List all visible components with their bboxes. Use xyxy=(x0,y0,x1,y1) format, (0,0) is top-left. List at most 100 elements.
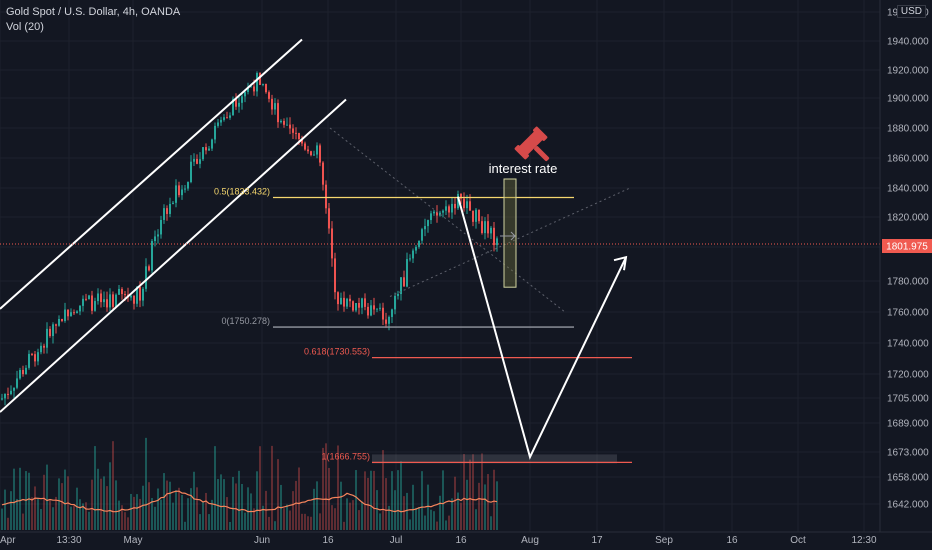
candle-body xyxy=(76,311,78,314)
candle-body xyxy=(1,398,3,400)
price-tick-label: 1673.000 xyxy=(887,448,929,459)
volume-bar xyxy=(232,476,234,530)
volume-bar xyxy=(316,481,318,530)
volume-bar xyxy=(358,510,360,530)
currency-button[interactable]: USD xyxy=(896,5,926,18)
candle-body xyxy=(250,86,252,88)
channel-lower-line[interactable] xyxy=(0,98,347,413)
volume-indicator-label[interactable]: Vol (20) xyxy=(6,21,44,33)
volume-bar xyxy=(301,513,303,530)
volume-bar xyxy=(241,484,243,530)
candle-body xyxy=(163,208,165,220)
candle-body xyxy=(175,185,177,203)
time-tick-label: 16 xyxy=(322,535,334,546)
volume-bar xyxy=(82,503,84,530)
volume-bar xyxy=(43,474,45,530)
volume-bar xyxy=(151,497,153,530)
candle-body xyxy=(349,298,351,302)
candle-body xyxy=(196,158,198,164)
candle-body xyxy=(193,158,195,162)
volume-bar xyxy=(52,507,54,530)
volume-bar xyxy=(220,474,222,530)
candle-body xyxy=(286,124,288,126)
candle-body xyxy=(271,98,273,110)
candle-body xyxy=(319,145,321,163)
volume-bar xyxy=(217,479,219,530)
volume-bar xyxy=(304,513,306,530)
time-axis[interactable]: Apr 13:30 May Jun 16 Jul 16 Aug 17 Sep 16 Oct 12:30 xyxy=(0,535,877,546)
price-tick-label: 1860.000 xyxy=(887,154,929,165)
volume-bar xyxy=(40,508,42,530)
candle-body xyxy=(208,148,210,151)
drawings[interactable]: 0.5(1833.432) 0(1750.278) 0.618(1730.553) 1… xyxy=(0,38,880,464)
candle-body xyxy=(67,309,69,317)
candle-body xyxy=(325,184,327,209)
candle-body xyxy=(226,117,228,119)
volume-bar xyxy=(478,482,480,530)
trend-extension-line xyxy=(389,187,631,297)
current-price-text: 1801.975 xyxy=(886,242,928,253)
volume-bar xyxy=(49,500,51,530)
fib-zone-rect xyxy=(372,454,617,464)
volume-bar xyxy=(415,507,417,530)
volume-bar xyxy=(289,510,291,530)
volume-bar xyxy=(22,513,24,530)
candle-body xyxy=(400,277,402,294)
candle-body xyxy=(313,154,315,156)
volume-bar xyxy=(175,490,177,530)
volume-bar xyxy=(352,500,354,530)
volume-bar xyxy=(325,443,327,530)
volume-bar xyxy=(160,499,162,530)
candle-body xyxy=(148,266,150,271)
volume-bar xyxy=(70,506,72,530)
volume-bar xyxy=(376,490,378,530)
event-box[interactable] xyxy=(503,178,517,288)
candle-body xyxy=(433,211,435,214)
candle-body xyxy=(382,307,384,320)
candle-body xyxy=(205,147,207,151)
symbol-title[interactable]: Gold Spot / U.S. Dollar, 4h, OANDA xyxy=(6,6,181,18)
candle-body xyxy=(352,301,354,311)
volume-bar xyxy=(112,441,114,530)
candle-body xyxy=(154,236,156,242)
volume-bar xyxy=(211,499,213,530)
candle-body xyxy=(82,298,84,306)
candle-body xyxy=(235,98,237,107)
candle-body xyxy=(388,316,390,324)
volume-bar xyxy=(64,469,66,530)
candle-body xyxy=(34,354,36,362)
candle-body xyxy=(199,159,201,164)
price-tick-label: 1720.000 xyxy=(887,370,929,381)
volume-bar xyxy=(463,454,465,530)
candle-body xyxy=(232,98,234,116)
volume-bar xyxy=(379,513,381,530)
volume-bar xyxy=(169,481,171,530)
volume-bar xyxy=(310,516,312,530)
volume-bar xyxy=(403,496,405,530)
candle-body xyxy=(436,211,438,216)
volume-bar xyxy=(163,473,165,530)
candle-body xyxy=(397,293,399,296)
candle-body xyxy=(424,226,426,230)
candle-body xyxy=(403,277,405,287)
candle-body xyxy=(73,312,75,314)
projection-path[interactable] xyxy=(457,196,627,460)
candle-body xyxy=(79,305,81,312)
time-tick-label: Oct xyxy=(790,535,806,546)
candle-body xyxy=(493,227,495,246)
volume-bar xyxy=(313,488,315,530)
channel-upper-line[interactable] xyxy=(0,38,303,310)
volume-bar xyxy=(322,447,324,530)
candle-body xyxy=(52,324,54,337)
candle-body xyxy=(334,258,336,293)
candle-body xyxy=(463,198,465,209)
candle-body xyxy=(217,122,219,126)
candle-body xyxy=(40,345,42,353)
candle-body xyxy=(214,125,216,140)
candle-body xyxy=(367,306,369,316)
volume-bar xyxy=(388,505,390,530)
candle-body xyxy=(295,132,297,134)
volume-bar xyxy=(94,446,96,530)
volume-bar xyxy=(121,505,123,530)
